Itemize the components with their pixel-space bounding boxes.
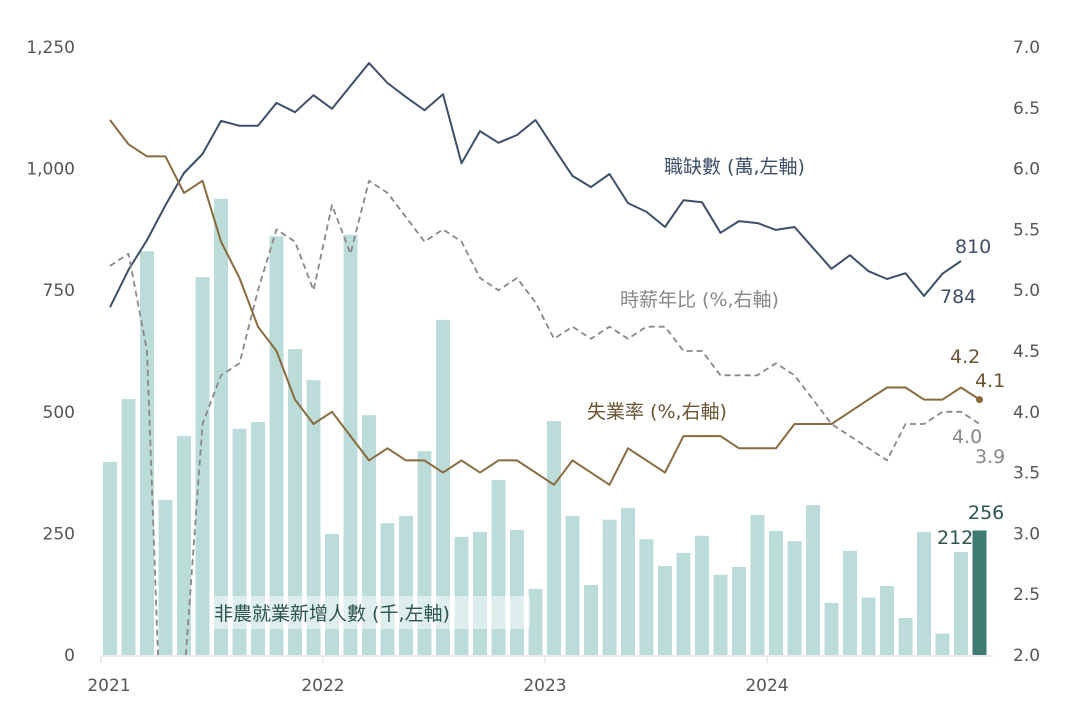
bar	[528, 588, 543, 655]
bar	[602, 519, 617, 655]
wage-growth-line	[184, 179, 980, 656]
bar	[140, 251, 154, 655]
bar	[806, 505, 820, 655]
bar	[695, 535, 709, 655]
bar	[306, 380, 321, 655]
openings-end-label-last: 810	[955, 236, 991, 258]
bar	[621, 508, 635, 655]
bar	[732, 566, 746, 655]
series-labels: 非農就業新增人數 (千,左軸) 職缺數 (萬,左軸) 時薪年比 (%,右軸) 失…	[210, 156, 1005, 629]
bar	[269, 236, 284, 655]
bar	[954, 551, 968, 655]
left-y-tick-label: 250	[43, 524, 75, 544]
right-y-tick-label: 4.5	[1013, 342, 1040, 362]
bar	[972, 530, 987, 655]
payrolls-series-label: 非農就業新增人數 (千,左軸)	[214, 603, 450, 625]
openings-series-label: 職缺數 (萬,左軸)	[664, 156, 805, 178]
unemployment-series-label: 失業率 (%,右軸)	[587, 401, 727, 423]
bar	[769, 530, 783, 655]
bar	[343, 234, 358, 655]
bar	[158, 499, 173, 655]
left-y-tick-label: 0	[64, 646, 75, 666]
bar	[843, 550, 857, 655]
bar	[436, 319, 450, 655]
bar-series	[103, 198, 987, 655]
wage-growth-line	[109, 252, 159, 656]
left-y-tick-label: 750	[43, 281, 75, 301]
right-y-tick-label: 4.0	[1013, 403, 1040, 423]
unemployment-end-label-prev: 4.2	[950, 346, 980, 368]
bar	[121, 399, 136, 655]
x-tick-label: 2022	[301, 676, 344, 696]
bar	[787, 541, 802, 655]
x-tick-label: 2024	[745, 676, 788, 696]
unemployment-end-label-last: 4.1	[975, 370, 1005, 392]
bar	[547, 421, 561, 655]
bar	[880, 585, 894, 655]
bar	[103, 461, 117, 655]
left-y-tick-label: 500	[43, 403, 75, 423]
bar	[658, 565, 672, 655]
bar	[214, 198, 228, 655]
right-y-tick-label: 3.0	[1013, 524, 1040, 544]
bar	[861, 597, 876, 655]
openings-line	[109, 62, 962, 308]
unemployment-end-marker	[976, 396, 983, 404]
payrolls-end-label-prev: 212	[937, 527, 973, 549]
bar	[454, 536, 469, 655]
bar	[713, 574, 728, 655]
bar	[824, 602, 839, 655]
right-y-tick-label: 6.5	[1013, 99, 1040, 119]
bar	[195, 277, 210, 655]
bar	[917, 531, 931, 655]
bar	[380, 523, 395, 655]
wage-end-label-prev: 4.0	[952, 426, 982, 448]
bar	[473, 531, 487, 655]
right-y-tick-label: 3.5	[1013, 464, 1040, 484]
bar	[935, 633, 950, 655]
bar	[639, 539, 654, 655]
right-y-tick-label: 5.0	[1013, 281, 1040, 301]
right-y-tick-label: 7.0	[1013, 38, 1040, 58]
bar	[288, 349, 302, 655]
x-tick-label: 2021	[87, 676, 130, 696]
bar	[362, 415, 376, 655]
right-y-tick-label: 6.0	[1013, 160, 1040, 180]
bar	[565, 515, 580, 655]
bar	[510, 529, 524, 655]
axes: 2021 2022 2023 2024 0 250 500 750 1,000 1,250 2.0 2…	[26, 38, 1040, 696]
right-y-tick-label: 2.0	[1013, 646, 1040, 666]
right-y-tick-label: 5.5	[1013, 220, 1040, 240]
bar	[676, 552, 691, 655]
wage-end-label-last: 3.9	[975, 446, 1005, 468]
x-tick-label: 2023	[523, 676, 566, 696]
bar	[325, 533, 339, 655]
bar	[177, 436, 191, 655]
payrolls-end-label-last: 256	[968, 502, 1004, 524]
right-y-tick-label: 2.5	[1013, 585, 1040, 605]
left-y-tick-label: 1,250	[26, 38, 75, 58]
unemployment-line	[109, 119, 981, 486]
left-y-tick-label: 1,000	[26, 160, 75, 180]
bar	[584, 584, 598, 655]
line-series	[109, 62, 981, 656]
payrolls-label-bg	[210, 596, 530, 629]
bar	[750, 514, 765, 655]
bar	[399, 515, 413, 655]
openings-end-label-prev: 784	[940, 286, 976, 308]
wage-series-label: 時薪年比 (%,右軸)	[620, 289, 779, 311]
bar	[898, 618, 913, 655]
